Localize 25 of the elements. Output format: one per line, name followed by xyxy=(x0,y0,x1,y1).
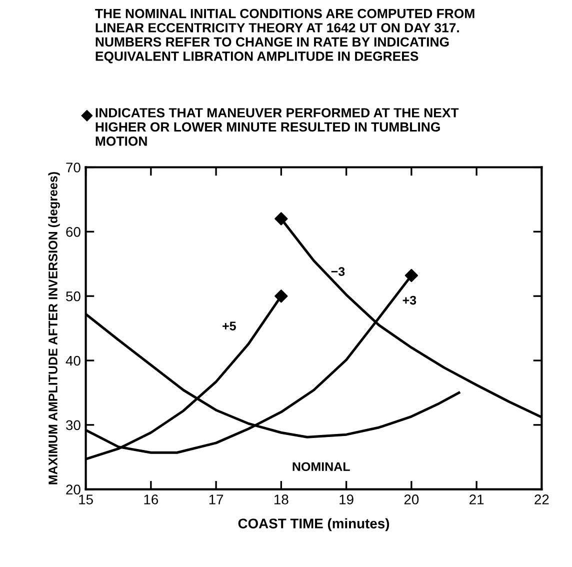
y-tick-label: 20 xyxy=(66,484,80,494)
point xyxy=(274,212,288,226)
x-tick-label: 15 xyxy=(79,494,93,504)
point xyxy=(274,290,288,303)
x-tick-label: 16 xyxy=(144,494,158,504)
chart-title: THE NOMINAL INITIAL CONDITIONS ARE COMPUTED FROM LINEAR ECCENTRICITY THEORY AT 1642 UT ON DAY 317. NUMBERS REFER TO CHANGE IN RATE BY INDICATING EQUIVALENT LIBRATION AMPLITUDE IN DEGREES xyxy=(95,8,474,64)
point xyxy=(404,268,418,282)
x-tick-label: 21 xyxy=(470,494,484,504)
x-tick-label: 18 xyxy=(274,494,288,504)
y-tick-label: 50 xyxy=(66,291,80,302)
y-axis-title: MAXIMUM AMPLITUDE AFTER INVERSION (degrees) xyxy=(48,172,60,484)
x-tick-label: 20 xyxy=(404,494,419,504)
series-label: +5 xyxy=(222,322,236,330)
text: NOMINAL xyxy=(292,462,350,472)
y-tick-label: 40 xyxy=(66,356,80,366)
series-label: −3 xyxy=(331,267,345,276)
text: INDICATES THAT MANEUVER PERFORMED AT THE NEXT HIGHER OR LOWER MINUTE RESULTED IN TUMBLING MOTION xyxy=(96,108,459,146)
y-tick-label: 70 xyxy=(66,162,80,172)
y-tick-label: 30 xyxy=(66,420,80,430)
x-tick-label: 19 xyxy=(340,494,354,504)
x-tick-label: 17 xyxy=(209,494,224,504)
series-label: +3 xyxy=(402,296,416,305)
y-tick-label: 60 xyxy=(66,227,80,237)
x-tick-label: 22 xyxy=(534,494,549,504)
x-axis-title: COAST TIME (minutes) xyxy=(238,518,390,532)
